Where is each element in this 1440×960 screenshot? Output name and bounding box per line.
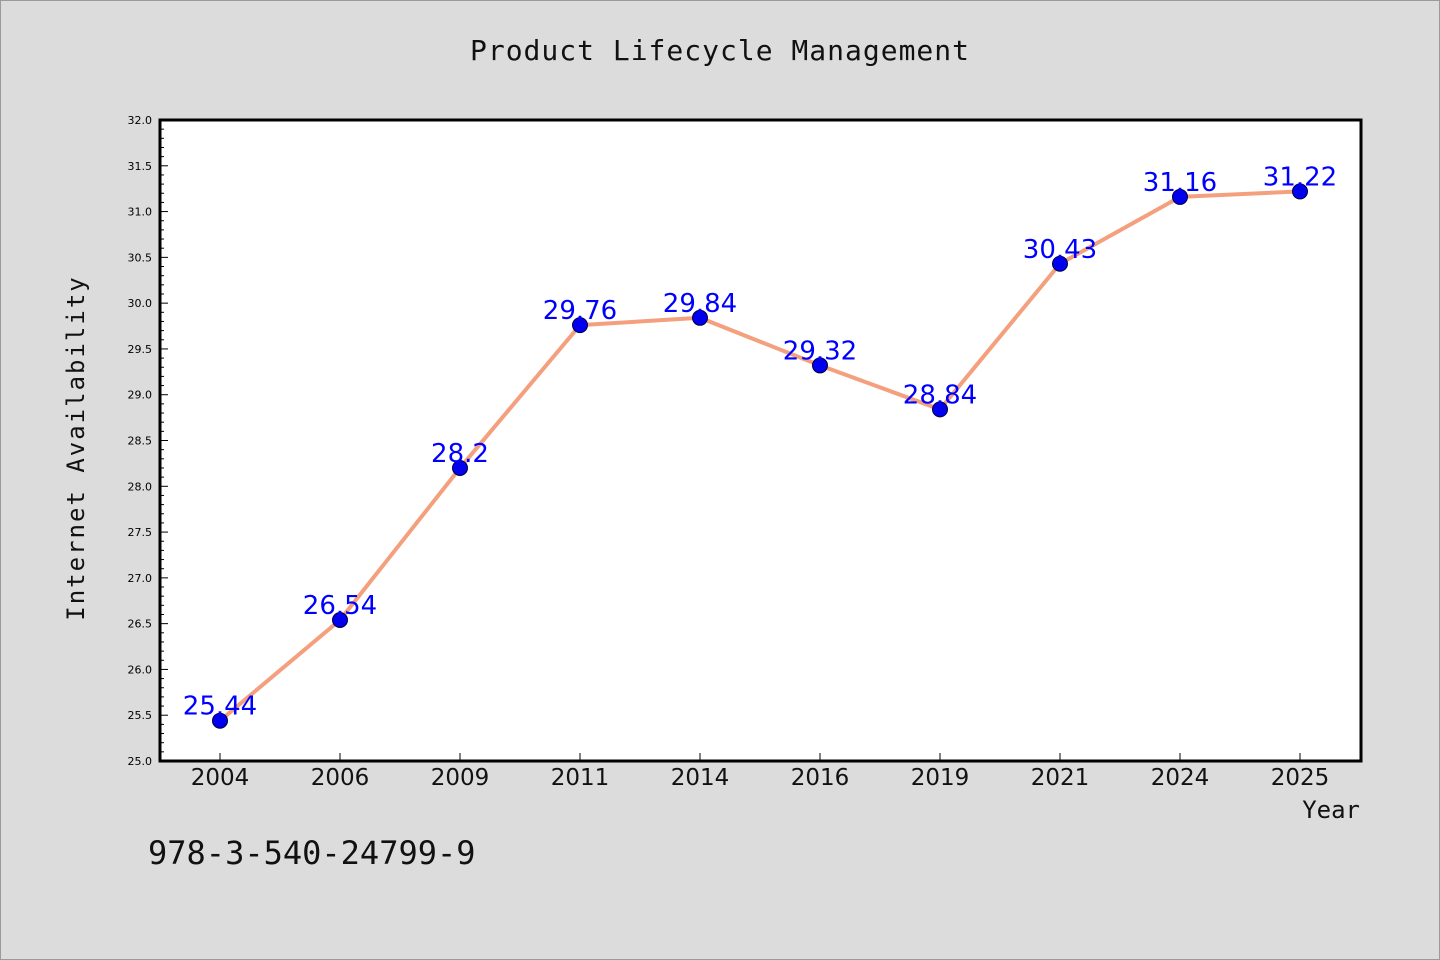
data-point-marker xyxy=(332,611,348,628)
x-axis-label: Year xyxy=(1302,796,1360,824)
series-line-group xyxy=(218,189,1302,723)
series-line xyxy=(218,189,1302,723)
data-point-marker xyxy=(1052,255,1068,272)
y-tick-label: 27.0 xyxy=(128,572,153,585)
x-tick-label: 2024 xyxy=(1151,765,1210,791)
data-labels: 25.44 26.54 28.2 29.76 29.84 29.32 28.84 30.43 3… xyxy=(183,162,1337,721)
y-tick-label: 26.0 xyxy=(128,663,153,676)
data-point-marker xyxy=(932,401,948,418)
x-tick-label: 2016 xyxy=(791,765,850,791)
data-label: 30.43 xyxy=(1023,235,1097,265)
x-tick-label: 2009 xyxy=(431,765,490,791)
isbn-annotation: 978-3-540-24799-9 xyxy=(148,834,476,872)
data-label: 28.2 xyxy=(431,439,489,469)
data-label: 26.54 xyxy=(303,591,377,621)
data-point-marker xyxy=(572,317,588,334)
data-label: 29.76 xyxy=(543,296,617,326)
y-tick-label: 31.5 xyxy=(128,160,153,173)
y-tick-label: 28.5 xyxy=(128,435,153,448)
data-point-marker xyxy=(1172,188,1188,205)
data-label: 25.44 xyxy=(183,692,257,722)
x-tick-label: 2025 xyxy=(1271,765,1330,791)
data-point-marker xyxy=(452,459,468,476)
x-tick-label: 2004 xyxy=(191,765,250,791)
data-point-marker xyxy=(692,309,708,326)
y-tick-label: 32.0 xyxy=(128,114,153,127)
x-axis: 2004 2006 2009 2011 2014 2016 2019 2021 2024 2025 xyxy=(191,753,1330,791)
y-tick-label: 25.0 xyxy=(128,755,153,768)
x-tick-label: 2021 xyxy=(1031,765,1090,791)
x-tick-label: 2011 xyxy=(551,765,610,791)
y-tick-label: 27.5 xyxy=(128,526,153,539)
y-tick-label: 26.5 xyxy=(128,618,153,631)
data-point-marker xyxy=(212,712,228,729)
chart-title: Product Lifecycle Management xyxy=(469,34,970,67)
y-tick-label: 31.0 xyxy=(128,206,153,219)
data-point-marker xyxy=(1292,183,1308,200)
data-label: 28.84 xyxy=(903,380,977,410)
y-tick-label: 29.0 xyxy=(128,389,153,402)
y-tick-label: 30.0 xyxy=(128,297,153,310)
x-tick-label: 2014 xyxy=(671,765,730,791)
y-tick-label: 28.0 xyxy=(128,480,153,493)
y-tick-label: 30.5 xyxy=(128,251,153,264)
y-tick-label: 25.5 xyxy=(128,709,153,722)
y-tick-label: 29.5 xyxy=(128,343,153,356)
data-points xyxy=(212,183,1308,729)
plot-area xyxy=(158,118,1363,763)
data-label: 31.22 xyxy=(1263,162,1337,192)
data-label: 29.84 xyxy=(663,289,737,319)
data-label: 29.32 xyxy=(783,336,857,366)
x-tick-label: 2019 xyxy=(911,765,970,791)
x-tick-label: 2006 xyxy=(311,765,370,791)
data-point-marker xyxy=(812,357,828,374)
data-label: 31.16 xyxy=(1143,168,1217,198)
y-axis: 25.0 25.5 26.0 26.5 27.0 27.5 28.0 28.5 29.0 29.5… xyxy=(128,114,168,768)
